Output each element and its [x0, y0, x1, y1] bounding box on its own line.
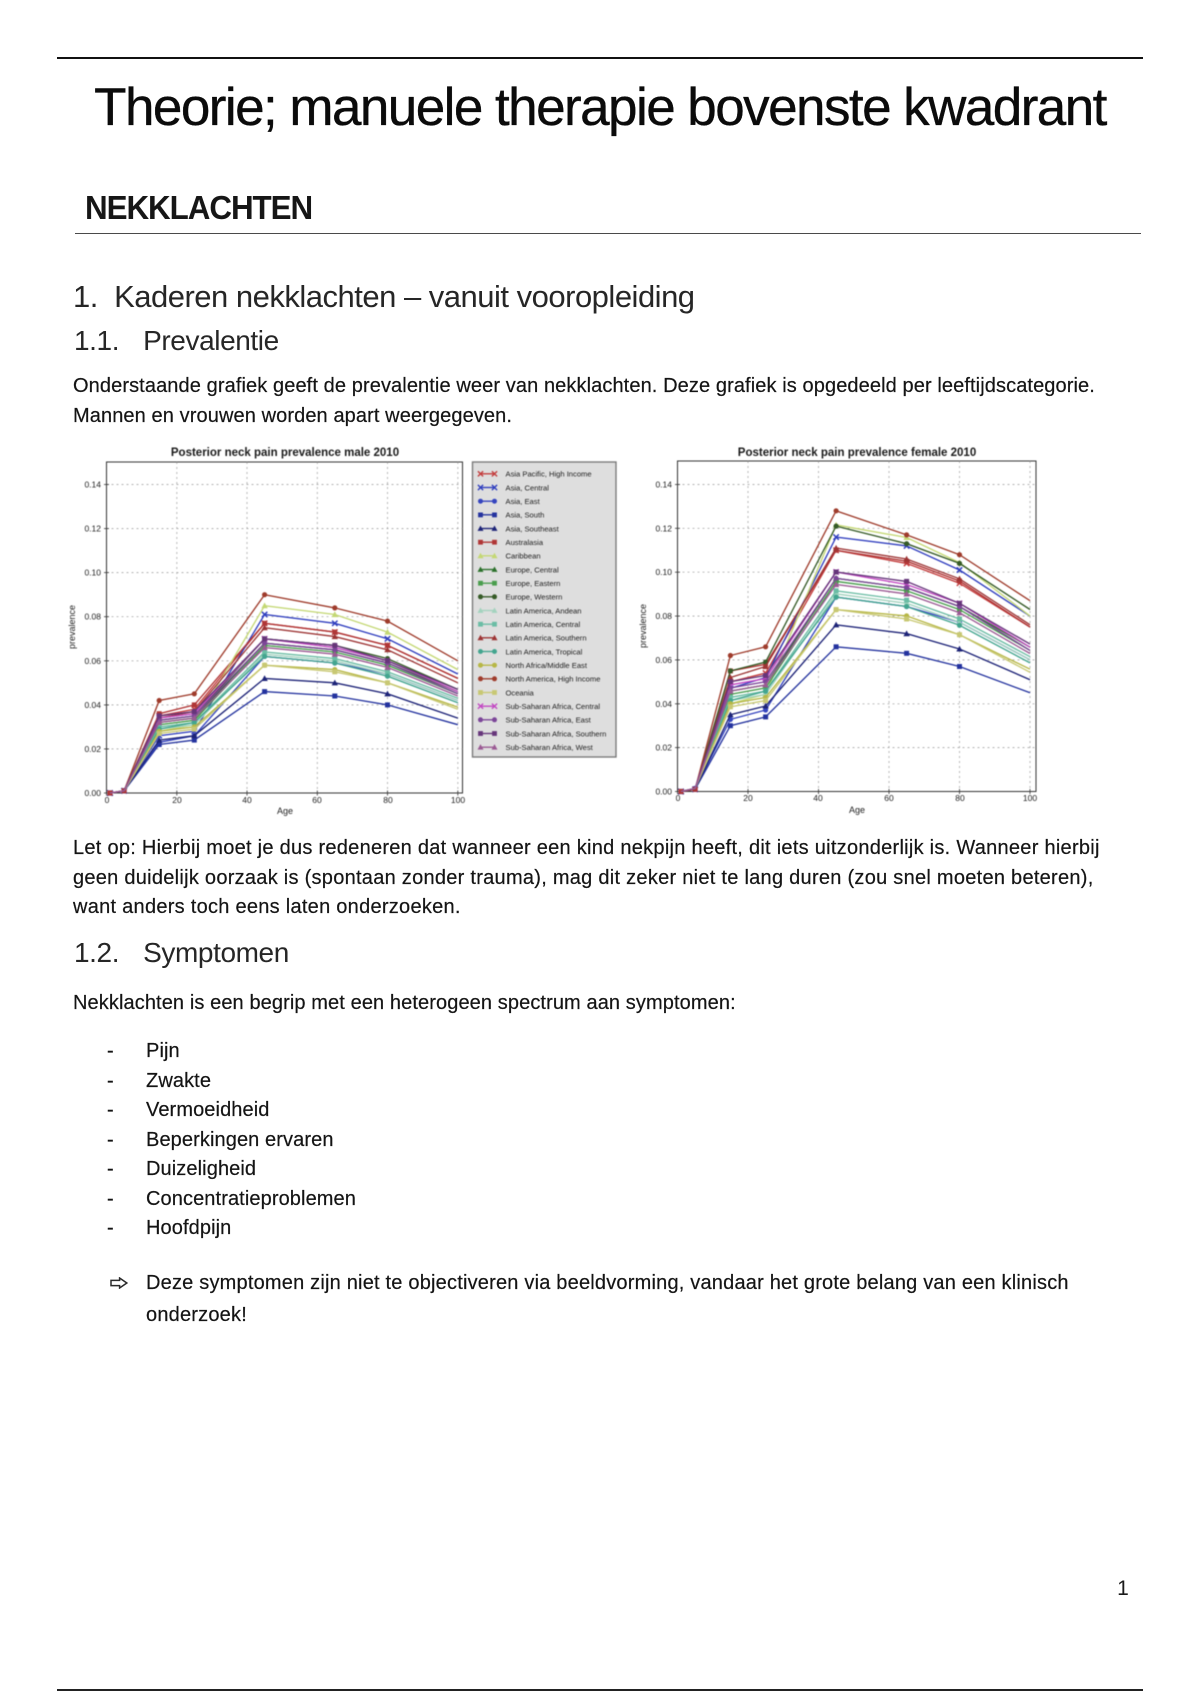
svg-text:40: 40: [242, 795, 252, 805]
svg-text:Latin America, Tropical: Latin America, Tropical: [506, 647, 583, 656]
svg-text:0.10: 0.10: [84, 568, 101, 578]
svg-text:20: 20: [172, 795, 182, 805]
svg-text:0.04: 0.04: [84, 700, 101, 710]
svg-text:100: 100: [1023, 793, 1037, 803]
svg-text:Sub-Saharan Africa, West: Sub-Saharan Africa, West: [506, 743, 594, 752]
svg-text:Europe, Central: Europe, Central: [506, 565, 559, 574]
svg-text:0.02: 0.02: [84, 744, 101, 754]
svg-text:0.12: 0.12: [655, 523, 672, 533]
svg-text:Caribbean: Caribbean: [506, 552, 541, 561]
svg-text:Asia, Central: Asia, Central: [506, 483, 550, 492]
svg-text:Sub-Saharan Africa, Central: Sub-Saharan Africa, Central: [506, 702, 601, 711]
svg-text:Age: Age: [277, 806, 293, 816]
svg-text:Asia Pacific, High Income: Asia Pacific, High Income: [506, 470, 592, 479]
svg-text:prevalence: prevalence: [638, 604, 648, 648]
svg-text:0.14: 0.14: [655, 480, 672, 490]
svg-text:80: 80: [955, 793, 965, 803]
svg-text:Asia, East: Asia, East: [506, 497, 541, 506]
svg-text:0.04: 0.04: [655, 699, 672, 709]
svg-text:Oceania: Oceania: [506, 688, 535, 697]
svg-text:40: 40: [813, 793, 823, 803]
svg-text:Australasia: Australasia: [506, 538, 544, 547]
svg-text:0.08: 0.08: [655, 611, 672, 621]
svg-text:0.06: 0.06: [655, 655, 672, 665]
svg-text:0.10: 0.10: [655, 567, 672, 577]
svg-text:Asia, Southeast: Asia, Southeast: [506, 524, 560, 533]
svg-text:0.08: 0.08: [84, 612, 101, 622]
svg-text:Posterior neck pain prevalence: Posterior neck pain prevalence female 20…: [738, 447, 976, 459]
svg-text:Latin America, Southern: Latin America, Southern: [506, 634, 587, 643]
svg-text:80: 80: [383, 795, 393, 805]
svg-text:Age: Age: [849, 805, 865, 815]
svg-text:0.00: 0.00: [655, 787, 672, 797]
svg-text:20: 20: [743, 793, 753, 803]
svg-text:60: 60: [312, 795, 322, 805]
svg-text:Sub-Saharan Africa, Southern: Sub-Saharan Africa, Southern: [506, 729, 607, 738]
svg-text:Sub-Saharan Africa, East: Sub-Saharan Africa, East: [506, 716, 592, 725]
svg-text:Asia, South: Asia, South: [506, 511, 545, 520]
svg-text:60: 60: [884, 793, 894, 803]
svg-text:Posterior neck pain prevalence: Posterior neck pain prevalence male 2010: [171, 447, 399, 459]
svg-text:North Africa/Middle East: North Africa/Middle East: [506, 661, 588, 670]
svg-text:Latin America, Andean: Latin America, Andean: [506, 606, 582, 615]
svg-text:Europe, Western: Europe, Western: [506, 593, 563, 602]
svg-text:0: 0: [676, 793, 681, 803]
svg-text:0.14: 0.14: [84, 480, 101, 490]
svg-text:0.06: 0.06: [84, 656, 101, 666]
svg-text:100: 100: [451, 795, 465, 805]
svg-text:Europe, Eastern: Europe, Eastern: [506, 579, 561, 588]
svg-text:prevalence: prevalence: [67, 605, 77, 649]
svg-text:0.02: 0.02: [655, 743, 672, 753]
svg-text:0.00: 0.00: [84, 788, 101, 798]
svg-text:Latin America, Central: Latin America, Central: [506, 620, 581, 629]
svg-text:North America, High Income: North America, High Income: [506, 675, 601, 684]
svg-text:0.12: 0.12: [84, 524, 101, 534]
svg-text:0: 0: [105, 795, 110, 805]
